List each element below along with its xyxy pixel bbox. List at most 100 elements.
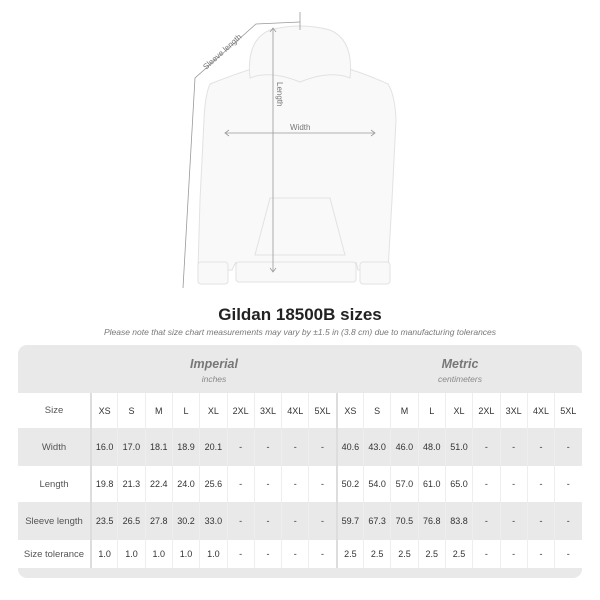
imperial-value-cell: 18.1	[144, 428, 172, 466]
metric-value-cell: -	[526, 428, 554, 466]
size-header-cell: L	[417, 393, 445, 428]
imperial-value-cell: 27.8	[144, 502, 172, 540]
metric-value-cell: -	[526, 502, 554, 540]
imperial-value-cell: 24.0	[171, 466, 199, 502]
size-header-cell: 2XL	[472, 393, 499, 428]
imperial-title: Imperial	[190, 357, 238, 371]
metric-value-cell: -	[499, 540, 527, 568]
size-header-cell: 5XL	[554, 393, 581, 428]
row-label: Width	[41, 441, 67, 453]
imperial-value-cell: -	[281, 502, 308, 540]
metric-value-cell: -	[554, 502, 581, 540]
imperial-value-cell: 1.0	[199, 540, 226, 568]
size-header-cell: 3XL	[499, 393, 527, 428]
imperial-value-cell: -	[308, 428, 335, 466]
metric-value-cell: 83.8	[444, 502, 472, 540]
metric-value-cell: 43.0	[363, 428, 390, 466]
size-header-cell: 5XL	[308, 393, 335, 428]
size-header-cell: XS	[90, 393, 117, 428]
imperial-value-cell: 1.0	[90, 540, 117, 568]
page-title: Gildan 18500B sizes	[218, 305, 382, 324]
imperial-header: Imperial inches	[90, 345, 338, 393]
imperial-value-cell: 1.0	[117, 540, 144, 568]
metric-value-cell: 2.5	[417, 540, 445, 568]
hoodie-body	[197, 65, 397, 281]
imperial-value-cell: -	[226, 428, 254, 466]
kangaroo-pocket	[254, 197, 346, 256]
metric-value-cell: 65.0	[444, 466, 472, 502]
imperial-value-cell: 23.5	[90, 502, 117, 540]
metric-value-cell: 46.0	[390, 428, 417, 466]
imperial-value-cell: -	[226, 540, 254, 568]
metric-value-cell: -	[554, 466, 581, 502]
metric-value-cell: 57.0	[390, 466, 417, 502]
metric-value-cell: -	[526, 540, 554, 568]
right-cuff	[359, 261, 391, 285]
imperial-value-cell: -	[253, 502, 281, 540]
metric-value-cell: 50.2	[335, 466, 363, 502]
row-label: Length	[39, 478, 69, 490]
sleeve-length-label: Sleeve length	[201, 32, 243, 71]
hoodie-hood	[248, 25, 352, 83]
row-label: Sleeve length	[25, 515, 83, 527]
imperial-value-cell: 33.0	[199, 502, 226, 540]
imperial-value-cell: -	[308, 502, 335, 540]
metric-value-cell: -	[472, 502, 499, 540]
size-header-cell: 3XL	[253, 393, 281, 428]
imperial-value-cell: 25.6	[199, 466, 226, 502]
size-header-cell: XL	[199, 393, 226, 428]
metric-value-cell: 54.0	[363, 466, 390, 502]
imperial-value-cell: -	[281, 540, 308, 568]
metric-value-cell: -	[472, 428, 499, 466]
size-header-cell: S	[117, 393, 144, 428]
row-label: Size tolerance	[23, 548, 85, 560]
table-row: Length 19.8 21.3 22.4 24.0 25.6- - - -50.2 54.0 57…	[18, 466, 582, 502]
metric-value-cell: -	[554, 540, 581, 568]
metric-value-cell: 2.5	[390, 540, 417, 568]
imperial-value-cell: -	[253, 466, 281, 502]
length-label: Length	[275, 82, 284, 106]
metric-value-cell: -	[499, 428, 527, 466]
metric-value-cell: -	[472, 540, 499, 568]
metric-value-cell: 67.3	[363, 502, 390, 540]
tolerance-note: Please note that size chart measurements…	[103, 327, 497, 337]
metric-value-cell: 2.5	[335, 540, 363, 568]
imperial-value-cell: 19.8	[90, 466, 117, 502]
imperial-value-cell: -	[281, 466, 308, 502]
size-header-cell: XS	[335, 393, 363, 428]
imperial-value-cell: 17.0	[117, 428, 144, 466]
table-row: Size tolerance 1.0 1.0 1.0 1.0 1.0- - - -2.5 2.5 2…	[18, 540, 582, 568]
imperial-value-cell: 26.5	[117, 502, 144, 540]
imperial-value-cell: -	[226, 466, 254, 502]
imperial-value-cell: -	[253, 428, 281, 466]
size-header-cell: M	[144, 393, 172, 428]
metric-value-cell: 61.0	[417, 466, 445, 502]
imperial-value-cell: 22.4	[144, 466, 172, 502]
size-header-cell: 4XL	[281, 393, 308, 428]
imperial-value-cell: -	[226, 502, 254, 540]
metric-title: Metric	[441, 357, 479, 371]
imperial-value-cell: 16.0	[90, 428, 117, 466]
metric-value-cell: 59.7	[335, 502, 363, 540]
imperial-value-cell: -	[281, 428, 308, 466]
imperial-value-cell: 1.0	[144, 540, 172, 568]
imperial-value-cell: -	[253, 540, 281, 568]
metric-value-cell: 2.5	[363, 540, 390, 568]
metric-value-cell: 51.0	[444, 428, 472, 466]
metric-value-cell: -	[499, 502, 527, 540]
metric-value-cell: -	[554, 428, 581, 466]
table-row: Width 16.0 17.0 18.1 18.9 20.1- - - -40.6 43.0 46.…	[18, 428, 582, 466]
size-header-cell: S	[363, 393, 390, 428]
metric-value-cell: 2.5	[444, 540, 472, 568]
metric-value-cell: -	[472, 466, 499, 502]
metric-value-cell: 76.8	[417, 502, 445, 540]
size-header-cell: M	[390, 393, 417, 428]
metric-value-cell: 70.5	[390, 502, 417, 540]
imperial-value-cell: 1.0	[171, 540, 199, 568]
size-header-cell: 4XL	[526, 393, 554, 428]
imperial-value-cell: 30.2	[171, 502, 199, 540]
row-label: Size	[44, 405, 64, 416]
size-header-cell: 2XL	[226, 393, 254, 428]
metric-unit: centimeters	[438, 374, 482, 384]
imperial-value-cell: -	[308, 466, 335, 502]
